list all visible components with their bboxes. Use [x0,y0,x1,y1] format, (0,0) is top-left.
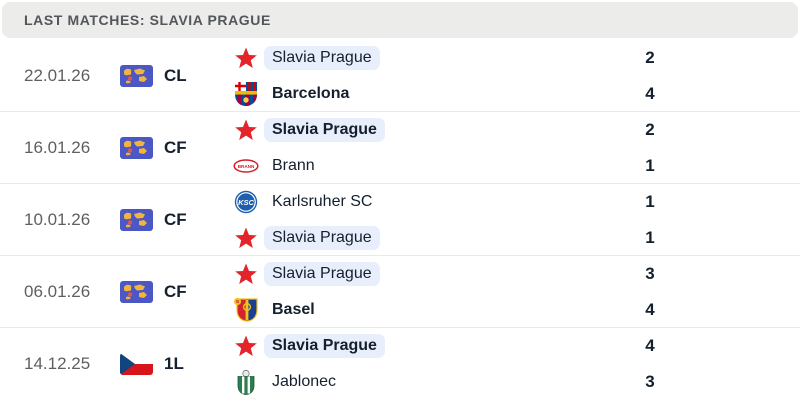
away-score: 3 [645,372,655,391]
away-team-line[interactable]: Jablonec 3 [232,364,800,400]
home-team-name: Slavia Prague [264,46,380,70]
match-date: 14.12.25 [24,354,91,373]
competition-label: CF [164,210,187,229]
widget-header: LAST MATCHES: SLAVIA PRAGUE [2,2,798,38]
away-team-name: Slavia Prague [264,226,380,250]
away-team-line[interactable]: Slavia Prague 1 [232,220,800,256]
away-team-line[interactable]: Brann 1 [232,148,800,184]
barcelona-crest-logo [233,81,259,107]
home-score: 2 [645,48,655,67]
home-team-name: Karlsruher SC [272,193,373,210]
slavia-prague-star-logo [233,45,259,71]
home-team-line[interactable]: Slavia Prague 4 [232,328,800,364]
competition-label: CL [164,66,187,85]
match-date: 16.01.26 [24,138,91,157]
home-score: 4 [645,336,655,355]
home-team-line[interactable]: Karlsruher SC 1 [232,184,800,220]
teams-and-scores: Slavia Prague 4 Jablonec 3 [232,328,800,400]
basel-shield-logo [233,297,259,323]
competition-label: CF [164,282,187,301]
competition-label: 1L [164,354,184,373]
jablonec-shield-logo [233,369,259,395]
teams-and-scores: Slavia Prague 2 Brann 1 [232,112,800,184]
match-date: 10.01.26 [24,210,91,229]
competition: CF [120,209,232,231]
home-team-line[interactable]: Slavia Prague 2 [232,112,800,148]
competition: CF [120,137,232,159]
world-flag-icon [120,137,153,159]
teams-and-scores: Karlsruher SC 1 Slavia Prague 1 [232,184,800,256]
czech-flag-icon [120,353,153,375]
brann-oval-logo [233,153,259,179]
match-row[interactable]: 10.01.26 CF Karlsruher SC 1 Slavia Pragu… [0,184,800,256]
world-flag-icon [120,209,153,231]
slavia-prague-star-logo [233,117,259,143]
match-row[interactable]: 14.12.25 1L Slavia Prague 4 Jablonec 3 [0,328,800,400]
match-date: 06.01.26 [24,282,91,301]
away-score: 4 [645,300,655,319]
world-flag-icon [120,281,153,303]
world-flag-icon [120,65,153,87]
away-team-line[interactable]: Basel 4 [232,292,800,328]
competition: CL [120,65,232,87]
away-team-name: Jablonec [272,373,337,390]
away-team-name: Brann [272,157,315,174]
karlsruher-ksc-circle-logo [233,189,259,215]
match-row[interactable]: 22.01.26 CL Slavia Prague 2 Barcelona 4 [0,40,800,112]
home-team-line[interactable]: Slavia Prague 3 [232,256,800,292]
away-team-line[interactable]: Barcelona 4 [232,76,800,112]
home-score: 3 [645,264,655,283]
teams-and-scores: Slavia Prague 3 Basel 4 [232,256,800,328]
home-score: 1 [645,192,655,211]
away-score: 4 [645,84,655,103]
home-team-name: Slavia Prague [264,334,385,358]
home-team-name: Slavia Prague [264,118,385,142]
home-score: 2 [645,120,655,139]
competition: 1L [120,353,232,375]
away-team-name: Basel [272,301,315,318]
slavia-prague-star-logo [233,261,259,287]
home-team-line[interactable]: Slavia Prague 2 [232,40,800,76]
away-score: 1 [645,228,655,247]
teams-and-scores: Slavia Prague 2 Barcelona 4 [232,40,800,112]
home-team-name: Slavia Prague [264,262,380,286]
match-date: 22.01.26 [24,66,91,85]
match-row[interactable]: 16.01.26 CF Slavia Prague 2 Brann 1 [0,112,800,184]
away-score: 1 [645,156,655,175]
slavia-prague-star-logo [233,225,259,251]
slavia-prague-star-logo [233,333,259,359]
widget-title: LAST MATCHES: SLAVIA PRAGUE [24,12,271,28]
match-row[interactable]: 06.01.26 CF Slavia Prague 3 Basel 4 [0,256,800,328]
away-team-name: Barcelona [272,85,350,102]
competition: CF [120,281,232,303]
competition-label: CF [164,138,187,157]
